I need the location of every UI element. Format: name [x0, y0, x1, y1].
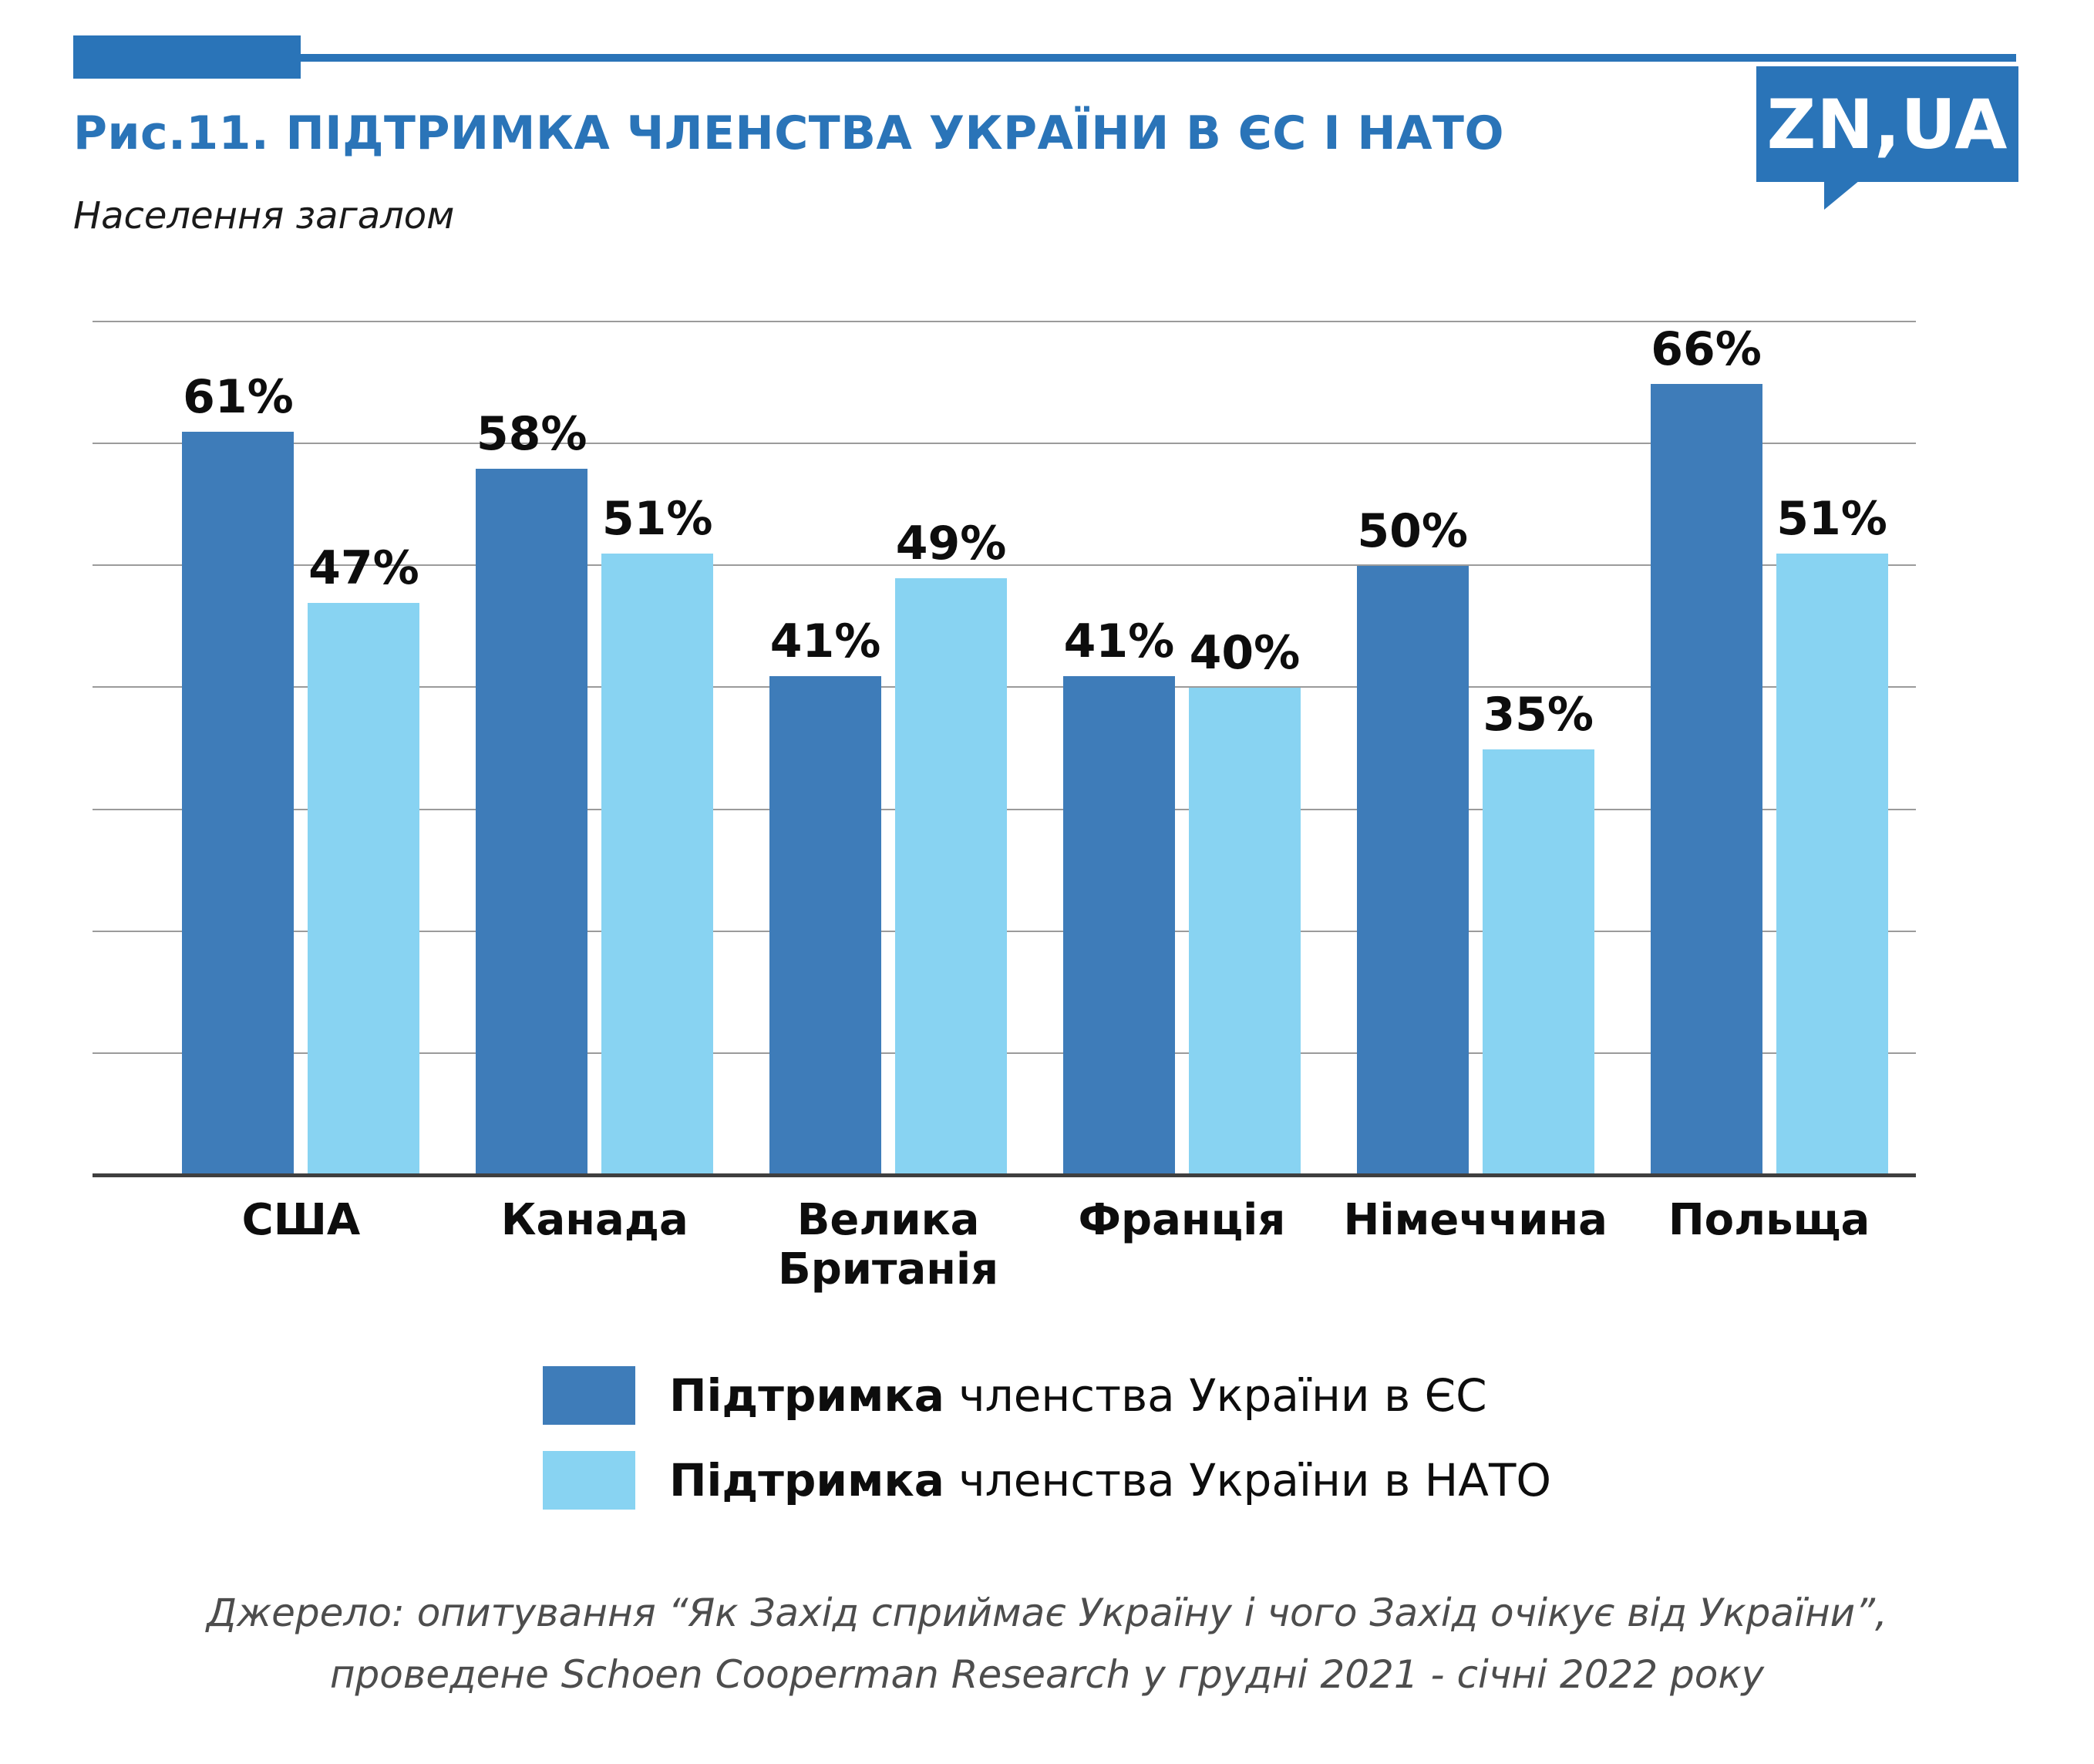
- bar-column: 61%: [182, 322, 295, 1176]
- chart-subtitle: Населення загалом: [73, 194, 455, 237]
- bar-group: 50% 35%: [1356, 322, 1594, 1176]
- bar: [1188, 688, 1301, 1176]
- bar: [476, 468, 588, 1176]
- x-axis-label: Польща: [1668, 1195, 1870, 1245]
- logo-tail-icon: [1824, 180, 1860, 210]
- bar-value-label: 66%: [1651, 322, 1762, 376]
- legend-item-nato: Підтримка членства України в НАТО: [542, 1451, 1551, 1510]
- gridline: [93, 321, 1916, 322]
- legend-swatch-nato: [542, 1451, 635, 1510]
- bar-value-label: 61%: [183, 370, 294, 425]
- legend-items: Підтримка членства України в ЄС Підтримк…: [542, 1366, 1551, 1510]
- bar-value-label: 41%: [1063, 614, 1175, 668]
- x-axis-label: Франція: [1078, 1195, 1286, 1245]
- bar: [308, 602, 420, 1176]
- bar: [182, 432, 295, 1176]
- legend: Підтримка членства України в ЄС Підтримк…: [0, 1366, 2094, 1510]
- source-note: Джерело: опитування “Як Захід сприймає У…: [0, 1582, 2094, 1705]
- chart-title: Рис.11. ПІДТРИМКА ЧЛЕНСТВА УКРАЇНИ В ЄС …: [73, 106, 1504, 160]
- bar-column: 47%: [308, 322, 420, 1176]
- bar-column: 41%: [769, 322, 882, 1176]
- source-line-1: Джерело: опитування “Як Захід сприймає У…: [207, 1591, 1887, 1635]
- legend-label-eu-rest: членства України в ЄС: [944, 1369, 1487, 1422]
- bar: [1776, 554, 1888, 1176]
- bar-value-label: 51%: [1776, 492, 1887, 547]
- bar: [1650, 384, 1762, 1176]
- header-accent-block: [73, 35, 301, 79]
- bar-value-label: 58%: [476, 406, 587, 461]
- bar-value-label: 41%: [769, 614, 881, 668]
- bar-value-label: 35%: [1483, 687, 1594, 742]
- legend-swatch-eu: [542, 1366, 635, 1425]
- plot-area: 61% 47% 58% 51% 41% 49% 41% 40% 50% 35% 66% 51%: [93, 321, 1916, 1177]
- bar-value-label: 51%: [601, 492, 713, 547]
- bar: [1356, 566, 1469, 1176]
- bar-column: 66%: [1650, 322, 1762, 1176]
- bar-chart: 61% 47% 58% 51% 41% 49% 41% 40% 50% 35% 66% 51% США…: [93, 321, 1916, 1295]
- bar-group: 66% 51%: [1650, 322, 1888, 1176]
- x-axis-label: Велика Британія: [778, 1195, 999, 1295]
- bar: [1482, 749, 1594, 1176]
- legend-item-eu: Підтримка членства України в ЄС: [542, 1366, 1487, 1425]
- bar-group: 41% 40%: [1062, 322, 1301, 1176]
- bar-value-label: 49%: [895, 517, 1007, 571]
- x-axis-label: США: [241, 1195, 361, 1245]
- x-axis-line: [93, 1173, 1916, 1177]
- bar-column: 58%: [476, 322, 588, 1176]
- bar-column: 50%: [1356, 322, 1469, 1176]
- gridline: [93, 564, 1916, 567]
- header-rule: [73, 54, 2016, 62]
- legend-label-eu: Підтримка членства України в ЄС: [669, 1369, 1487, 1422]
- bar: [601, 554, 714, 1176]
- gridline: [93, 443, 1916, 445]
- source-line-2: проведене Schoen Cooperman Research у гр…: [329, 1652, 1765, 1697]
- bar: [769, 675, 882, 1176]
- bar-group: 61% 47%: [182, 322, 420, 1176]
- znua-logo-text: ZN,UA: [1766, 84, 2008, 164]
- legend-label-eu-bold: Підтримка: [668, 1369, 944, 1422]
- bar-groups: 61% 47% 58% 51% 41% 49% 41% 40% 50% 35% 66% 51%: [93, 322, 1916, 1176]
- bar-column: 51%: [601, 322, 714, 1176]
- legend-label-nato: Підтримка членства України в НАТО: [669, 1454, 1551, 1506]
- bar-column: 41%: [1062, 322, 1175, 1176]
- x-axis-label: Канада: [500, 1195, 688, 1245]
- bar-column: 35%: [1482, 322, 1594, 1176]
- legend-label-nato-bold: Підтримка: [668, 1454, 944, 1506]
- bar-value-label: 47%: [308, 540, 419, 595]
- bar-value-label: 40%: [1189, 626, 1301, 681]
- x-axis-label: Німеччина: [1343, 1195, 1608, 1245]
- x-axis-labels: США Канада Велика Британія Франція Німеччина…: [93, 1176, 1916, 1295]
- bar-column: 40%: [1188, 322, 1301, 1176]
- bar-value-label: 50%: [1357, 504, 1469, 559]
- bar-group: 58% 51%: [476, 322, 714, 1176]
- legend-label-nato-rest: членства України в НАТО: [944, 1454, 1552, 1506]
- bar-group: 41% 49%: [769, 322, 1008, 1176]
- bar: [1062, 675, 1175, 1176]
- bar: [895, 578, 1008, 1176]
- bar-column: 49%: [895, 322, 1008, 1176]
- bar-column: 51%: [1776, 322, 1888, 1176]
- znua-logo: ZN,UA: [1756, 66, 2018, 210]
